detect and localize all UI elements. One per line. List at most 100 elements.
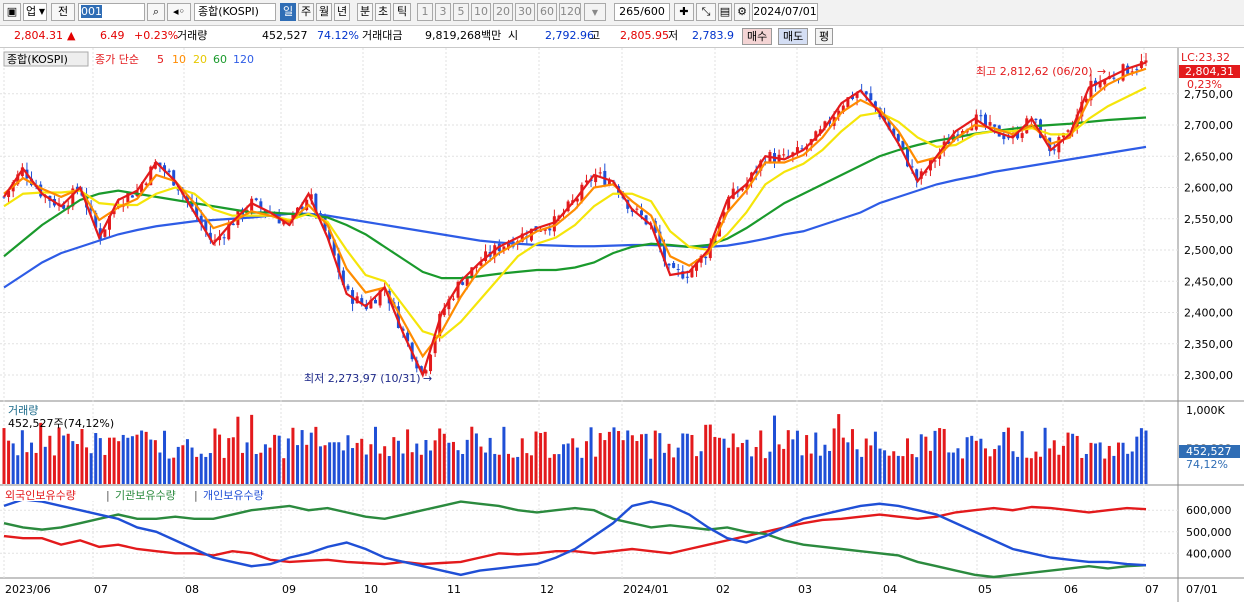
candle-body [869, 93, 873, 101]
interval-button[interactable]: 120 [559, 3, 581, 21]
volume-bar [378, 453, 382, 484]
code-input[interactable]: 001 [78, 3, 145, 21]
gear-icon[interactable]: ⚙ [734, 3, 750, 21]
period-daily[interactable]: 일 [280, 3, 296, 21]
volume-bar [938, 428, 942, 484]
candle-body [378, 290, 382, 306]
volume-bar [406, 429, 410, 484]
interval-dropdown[interactable]: ▼ [584, 3, 606, 21]
volume-bar [259, 452, 263, 484]
volume-bar [94, 433, 98, 484]
candle-body [543, 228, 547, 231]
market-select[interactable]: 업 ▼ [23, 3, 47, 21]
save-icon[interactable]: ▤ [718, 3, 732, 21]
candle-body [837, 110, 841, 117]
period-yearly[interactable]: 년 [334, 3, 350, 21]
x-tick-label: 04 [883, 583, 897, 596]
interval-button[interactable]: 60 [537, 3, 557, 21]
volume-label: 거래량 [177, 29, 208, 42]
volume-bar [653, 430, 657, 484]
candle-body [1144, 60, 1148, 63]
candle-body [745, 183, 749, 189]
interval-button[interactable]: 1 [417, 3, 433, 21]
period-minute[interactable]: 분 [357, 3, 373, 21]
chart-canvas[interactable]: 2,750,00 2,700,00 2,650,00 2,600,00 2,550,00… [0, 48, 1244, 602]
volume-bar [62, 435, 66, 484]
candle-body [1029, 120, 1033, 122]
resize-icon[interactable]: ⤡ [696, 3, 716, 21]
candle-body [7, 190, 11, 197]
speaker-icon[interactable]: ◂◦ [167, 3, 191, 21]
volume-bar [121, 434, 125, 484]
candle-body [635, 208, 639, 210]
search-icon[interactable]: ⌕ [147, 3, 165, 21]
volume-bar [814, 432, 818, 484]
eval-button[interactable]: 평 [815, 28, 834, 45]
ma20-label: 20 [193, 53, 207, 66]
volume-bar [1020, 431, 1024, 484]
period-second[interactable]: 초 [375, 3, 391, 21]
volume-bar [172, 457, 176, 484]
interval-label: 10 [474, 5, 488, 18]
candle-body [360, 298, 364, 305]
period-tick[interactable]: 틱 [393, 3, 411, 21]
interval-button[interactable]: 30 [515, 3, 535, 21]
volume-bar [1126, 453, 1130, 484]
period-monthly[interactable]: 월 [316, 3, 332, 21]
interval-button[interactable]: 20 [493, 3, 513, 21]
volume-bar [635, 441, 639, 484]
legend-individual: 개인보유수량 [203, 489, 264, 502]
volume-bar [974, 440, 978, 484]
candle-body [479, 262, 483, 266]
volume-bar [185, 439, 189, 484]
volume-bar [470, 426, 474, 484]
prev-button[interactable]: 전 [51, 3, 75, 21]
candle-body [300, 206, 304, 210]
buy-button[interactable]: 매수 [742, 28, 773, 45]
volume-bar [699, 451, 703, 484]
volume-bar [1025, 457, 1029, 484]
date-field[interactable]: 2024/07/01 [752, 3, 818, 21]
count-value: 265/600 [619, 5, 665, 18]
window-menu-icon[interactable]: ▣ [3, 3, 21, 21]
crosshair-icon[interactable]: ✚ [674, 3, 694, 21]
volume-bar [89, 453, 93, 484]
candle-body [263, 210, 267, 213]
candle-body [988, 122, 992, 126]
candle-body [681, 271, 685, 279]
volume-bar [1080, 457, 1084, 484]
volume-bar [112, 437, 116, 484]
volume-bar [511, 457, 515, 484]
volume-bar [34, 452, 38, 484]
volume-bar [887, 455, 891, 484]
candle-body [607, 180, 611, 186]
volume-bar [736, 447, 740, 484]
toolbar: ▣ 업 ▼ 전 001 ⌕ ◂◦ 종합(KOSPI) 일 주 월 년 분 초 틱 … [0, 0, 1244, 26]
candle-body [130, 195, 134, 198]
count-field[interactable]: 265/600 [614, 3, 670, 21]
volume-bar [296, 445, 300, 484]
volume-bar [1089, 442, 1093, 484]
volume-bar [16, 455, 20, 484]
volume-bar [1071, 433, 1075, 484]
chart-area[interactable]: 2,750,00 2,700,00 2,650,00 2,600,00 2,550,00… [0, 48, 1244, 602]
volume-bar [80, 429, 84, 484]
period-weekly[interactable]: 주 [298, 3, 314, 21]
volume-bar [1112, 455, 1116, 484]
volume-bar [474, 433, 478, 484]
interval-button[interactable]: 3 [435, 3, 451, 21]
candle-body [259, 201, 263, 208]
x-tick-label: 02 [716, 583, 730, 596]
interval-button[interactable]: 5 [453, 3, 469, 21]
candle-body [195, 204, 199, 217]
name-field[interactable]: 종합(KOSPI) [194, 3, 276, 21]
sell-button[interactable]: 매도 [778, 28, 809, 45]
candle-body [167, 170, 171, 173]
low-arrow-icon: → [423, 372, 432, 385]
interval-button[interactable]: 10 [471, 3, 491, 21]
volume-last-pct: 74,12% [1186, 458, 1228, 471]
high-arrow-icon: → [1097, 65, 1106, 78]
volume-bar [497, 454, 501, 484]
volume-bar [461, 453, 465, 484]
volume-bar [617, 431, 621, 484]
